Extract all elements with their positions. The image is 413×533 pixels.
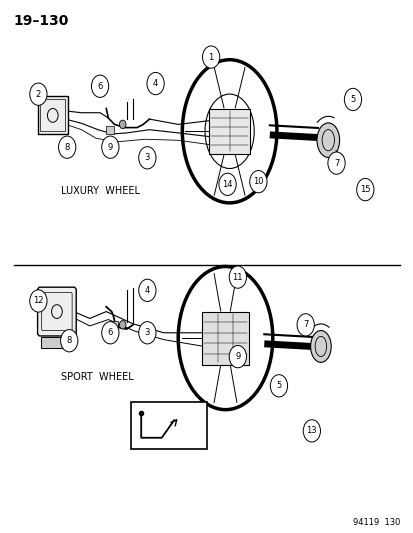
Text: 4: 4: [152, 79, 158, 88]
Text: 3: 3: [144, 328, 150, 337]
Circle shape: [229, 266, 246, 288]
Circle shape: [229, 345, 246, 368]
Ellipse shape: [310, 330, 330, 362]
Circle shape: [218, 173, 236, 196]
Text: 3: 3: [144, 154, 150, 163]
Text: 19–130: 19–130: [14, 13, 69, 28]
Text: LUXURY  WHEEL: LUXURY WHEEL: [61, 186, 140, 196]
Bar: [40, 100, 65, 131]
Bar: [38, 96, 67, 134]
Circle shape: [102, 136, 119, 158]
Text: 94119  130: 94119 130: [352, 519, 399, 527]
Circle shape: [138, 321, 156, 344]
Text: 2: 2: [36, 90, 41, 99]
Text: SPORT  WHEEL: SPORT WHEEL: [61, 372, 133, 382]
Bar: [209, 109, 249, 154]
Circle shape: [356, 179, 373, 201]
Text: 9: 9: [235, 352, 240, 361]
Circle shape: [119, 320, 126, 329]
Circle shape: [138, 147, 156, 169]
Bar: [131, 402, 206, 449]
Bar: [111, 320, 118, 327]
Circle shape: [60, 329, 78, 352]
Text: 6: 6: [107, 328, 113, 337]
Text: 10: 10: [252, 177, 263, 186]
Text: 14: 14: [222, 180, 232, 189]
Circle shape: [58, 136, 76, 158]
Text: 5: 5: [349, 95, 355, 104]
Text: 6: 6: [97, 82, 102, 91]
Text: 7: 7: [333, 159, 338, 167]
Text: 15: 15: [359, 185, 370, 194]
Circle shape: [138, 279, 156, 302]
Circle shape: [119, 120, 126, 128]
Text: 9: 9: [107, 143, 113, 152]
Text: 13: 13: [306, 426, 316, 435]
Circle shape: [302, 419, 320, 442]
Text: 12: 12: [33, 296, 43, 305]
Circle shape: [344, 88, 361, 111]
Circle shape: [102, 321, 119, 344]
Text: 8: 8: [64, 143, 70, 152]
Text: 5: 5: [275, 381, 281, 390]
Text: 11: 11: [232, 272, 242, 281]
FancyBboxPatch shape: [38, 287, 76, 336]
Circle shape: [297, 314, 313, 336]
Circle shape: [202, 46, 219, 68]
Circle shape: [30, 290, 47, 312]
Circle shape: [147, 72, 164, 95]
Text: 4: 4: [145, 286, 150, 295]
Bar: [41, 337, 72, 348]
Bar: [202, 312, 249, 365]
Circle shape: [327, 152, 344, 174]
Text: 7: 7: [302, 320, 308, 329]
Circle shape: [91, 75, 109, 98]
Circle shape: [30, 83, 47, 106]
Text: 1: 1: [208, 53, 213, 62]
Circle shape: [270, 375, 287, 397]
Text: 8: 8: [66, 336, 72, 345]
Circle shape: [249, 171, 266, 193]
Ellipse shape: [316, 123, 339, 157]
Bar: [106, 126, 114, 134]
